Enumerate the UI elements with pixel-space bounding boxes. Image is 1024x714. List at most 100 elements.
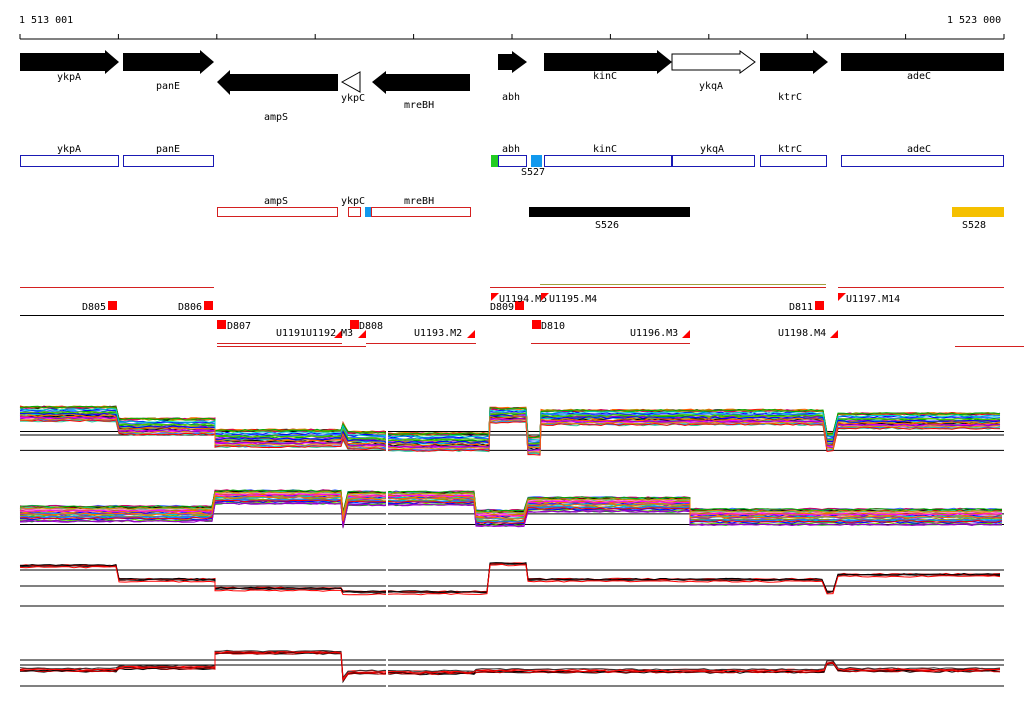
profile-panel-2	[19, 486, 1004, 548]
feature-label-S526: S526	[595, 220, 619, 231]
profile-panel-4	[19, 649, 1004, 700]
expression-profile-line	[19, 562, 1001, 593]
marker-label-M3: M3	[341, 328, 353, 339]
gene-label-mreBH: mreBH	[404, 100, 434, 111]
feature-label-S528: S528	[962, 220, 986, 231]
box-label-mreBH: mreBH	[404, 196, 434, 207]
minus-strand-track: ampS ykpC mreBH S526 S528	[217, 196, 1004, 231]
gene-arrow-ykpC[interactable]	[340, 71, 361, 93]
marker-D806[interactable]	[204, 301, 213, 310]
expression-profile-line	[19, 500, 1003, 526]
feature-S526[interactable]	[529, 207, 690, 217]
gene-label-kinC: kinC	[593, 71, 617, 82]
box-ykpC[interactable]	[348, 207, 361, 217]
gene-arrow-ykqA[interactable]	[671, 50, 756, 74]
cyan-marker-S527[interactable]	[531, 155, 542, 167]
marker-U1191[interactable]	[358, 330, 366, 338]
expression-profile-line	[19, 419, 1001, 456]
expression-profile-line	[19, 501, 1003, 528]
marker-D810[interactable]	[532, 320, 541, 329]
marker-D808[interactable]	[350, 320, 359, 329]
marker-label-D811: D811	[789, 302, 813, 313]
expression-profile-line	[19, 562, 1001, 593]
gene-label-ykqA: ykqA	[699, 81, 723, 92]
box-label-ktrC: ktrC	[778, 144, 802, 155]
expression-profile-line	[19, 562, 1001, 593]
marker-D807[interactable]	[217, 320, 226, 329]
gene-label-ykpA: ykpA	[57, 72, 81, 83]
box-label-kinC: kinC	[593, 144, 617, 155]
gene-arrow-ktrC[interactable]	[760, 50, 828, 74]
expression-profile-line	[19, 498, 1003, 524]
marker-label-U1196.M3: U1196.M3	[630, 328, 678, 339]
box-panE[interactable]	[123, 155, 214, 167]
gene-label-adeC: adeC	[907, 71, 931, 82]
expression-profile-line	[19, 407, 1001, 441]
marker-label-D809: D809	[490, 302, 514, 313]
gene-arrow-panE[interactable]	[123, 50, 214, 74]
gene-track: ykpA panE ampS ykpC mreBH abh kinC ykqA …	[20, 50, 1004, 123]
marker-U1193.M2[interactable]	[467, 330, 475, 338]
box-ykqA[interactable]	[672, 155, 755, 167]
ruler-ticks	[19, 34, 1005, 39]
gene-arrow-kinC[interactable]	[544, 50, 672, 74]
gene-label-ykpC: ykpC	[341, 93, 365, 104]
marker-label-D807: D807	[227, 321, 251, 332]
box-label-adeC: adeC	[907, 144, 931, 155]
marker-U1197.M14[interactable]	[838, 293, 846, 301]
marker-U1195.M4[interactable]	[541, 293, 549, 301]
box-ykpA[interactable]	[20, 155, 119, 167]
marker-track: D805 D806 D809 D811 U1194.M5 U1195.M4 U1…	[20, 284, 1024, 347]
label-S527: S527	[521, 167, 545, 178]
gene-label-panE: panE	[156, 81, 180, 92]
box-label-abh: abh	[502, 144, 520, 155]
coord-end-label: 1 523 000	[947, 15, 1001, 26]
box-label-ykqA: ykqA	[700, 144, 724, 155]
marker-label-D808: D808	[359, 321, 383, 332]
gene-label-ampS: ampS	[264, 112, 288, 123]
marker-D809[interactable]	[515, 301, 524, 310]
gene-arrow-adeC[interactable]	[841, 53, 1004, 71]
expression-profile-line	[19, 649, 1001, 679]
expression-profile-line	[20, 405, 1001, 439]
expression-profile-line	[19, 410, 1001, 445]
box-label-panE: panE	[156, 144, 180, 155]
gene-arrow-mreBH[interactable]	[372, 71, 470, 94]
box-adeC[interactable]	[841, 155, 1004, 167]
marker-label-U1197.M14: U1197.M14	[846, 294, 900, 305]
marker-U1196.M3[interactable]	[682, 330, 690, 338]
marker-label-U1194.M5: U1194.M5	[499, 294, 547, 305]
gene-label-ktrC: ktrC	[778, 92, 802, 103]
marker-label-U1198.M4: U1198.M4	[778, 328, 826, 339]
expression-profile-line	[19, 419, 1001, 456]
box-kinC[interactable]	[544, 155, 672, 167]
expression-profile-line	[19, 409, 1001, 443]
expression-profile-line	[19, 493, 1003, 518]
coordinate-ruler: 1 513 001 1 523 000	[19, 15, 1005, 40]
expression-profile-line	[19, 490, 1003, 516]
gene-label-abh: abh	[502, 92, 520, 103]
green-marker	[491, 155, 498, 167]
marker-D805[interactable]	[108, 301, 117, 310]
expression-profile-line	[19, 563, 1001, 596]
gene-arrow-ykpA[interactable]	[20, 50, 119, 74]
expression-profile-line	[19, 489, 1003, 514]
marker-U1194.M5[interactable]	[491, 293, 499, 301]
box-ktrC[interactable]	[760, 155, 827, 167]
profile-panel-3	[19, 560, 1004, 610]
box-ampS[interactable]	[217, 207, 338, 217]
expression-profile-line	[19, 499, 1003, 525]
feature-S528[interactable]	[952, 207, 1004, 217]
box-label-ykpC: ykpC	[341, 196, 365, 207]
gene-arrow-abh[interactable]	[498, 51, 527, 73]
gene-arrow-ampS[interactable]	[217, 70, 338, 95]
box-abh[interactable]	[498, 155, 527, 167]
expression-profile-line	[19, 416, 1001, 452]
plus-strand-track: ykpA panE abh S527 kinC ykqA ktrC adeC	[20, 144, 1004, 178]
marker-U1192[interactable]	[334, 330, 342, 338]
marker-U1198.M4[interactable]	[830, 330, 838, 338]
expression-profile-line	[19, 495, 1003, 522]
box-mreBH[interactable]	[371, 207, 471, 217]
marker-D811[interactable]	[815, 301, 824, 310]
